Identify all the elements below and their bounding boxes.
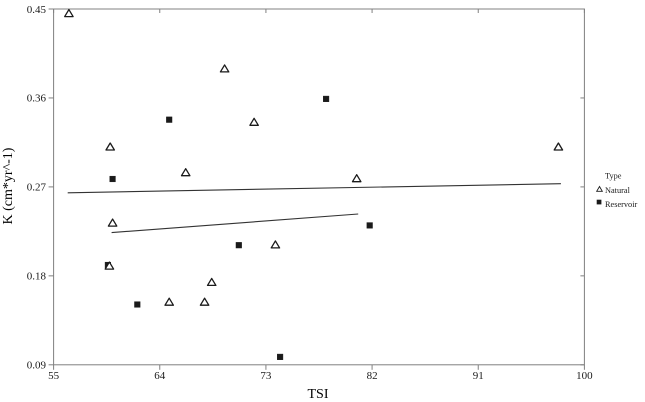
svg-text:100: 100 bbox=[576, 370, 593, 382]
svg-text:0.27: 0.27 bbox=[27, 182, 47, 194]
svg-text:64: 64 bbox=[154, 370, 166, 382]
svg-text:0.36: 0.36 bbox=[27, 93, 47, 105]
svg-text:82: 82 bbox=[367, 370, 378, 382]
svg-text:55: 55 bbox=[48, 370, 60, 382]
svg-text:K (cm*yr^-1): K (cm*yr^-1) bbox=[1, 147, 16, 224]
svg-text:91: 91 bbox=[473, 370, 484, 382]
svg-text:Reservoir: Reservoir bbox=[605, 200, 637, 209]
svg-text:73: 73 bbox=[260, 370, 272, 382]
svg-text:0.18: 0.18 bbox=[27, 271, 47, 283]
svg-text:0.45: 0.45 bbox=[27, 4, 47, 16]
svg-text:Natural: Natural bbox=[605, 186, 631, 195]
svg-text:TSI: TSI bbox=[308, 387, 329, 402]
svg-text:Type: Type bbox=[605, 172, 622, 181]
svg-text:0.09: 0.09 bbox=[27, 360, 47, 372]
